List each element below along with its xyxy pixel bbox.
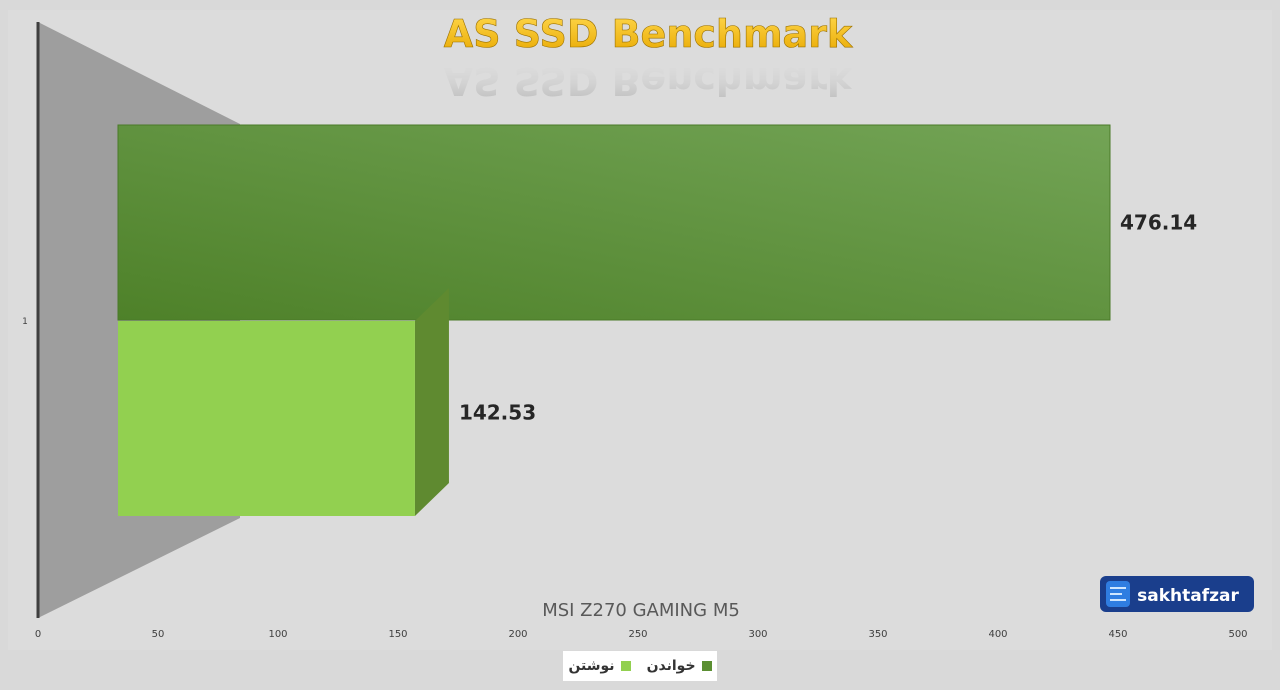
x-tick-label: 100 [268, 629, 287, 640]
watermark-text: sakhtafzar [1137, 586, 1239, 606]
bar-read [117, 124, 1111, 321]
x-tick-label: 0 [35, 629, 41, 640]
legend: خواندن نوشتن [563, 651, 717, 681]
data-label-write: 142.53 [459, 401, 536, 425]
legend-swatch-write [620, 661, 631, 671]
legend-entry-write: نوشتن [568, 658, 631, 674]
data-label-read: 476.14 [1120, 211, 1197, 235]
sakhtafzar-logo: sakhtafzar [1100, 576, 1254, 612]
x-tick-label: 250 [628, 629, 647, 640]
x-tick-label: 500 [1228, 629, 1247, 640]
x-tick-label: 300 [748, 629, 767, 640]
x-tick-label: 50 [152, 629, 165, 640]
category-label: 1 [22, 317, 28, 327]
x-tick-label: 200 [508, 629, 527, 640]
chart-title-reflection: AS SSD Benchmark [444, 59, 853, 103]
x-tick-label: 450 [1108, 629, 1127, 640]
bar-write [118, 321, 415, 516]
legend-label-write: نوشتن [568, 658, 615, 674]
legend-entry-read: خواندن [647, 658, 712, 674]
bar-side-face [414, 288, 449, 516]
legend-swatch-read [701, 661, 712, 671]
x-tick-label: 400 [988, 629, 1007, 640]
x-tick-label: 150 [388, 629, 407, 640]
chart-title: AS SSD Benchmark [444, 12, 853, 56]
x-tick-label: 350 [868, 629, 887, 640]
circuit-chip-icon [1106, 581, 1130, 607]
legend-label-read: خواندن [646, 658, 696, 674]
x-axis-title: MSI Z270 GAMING M5 [542, 600, 740, 621]
